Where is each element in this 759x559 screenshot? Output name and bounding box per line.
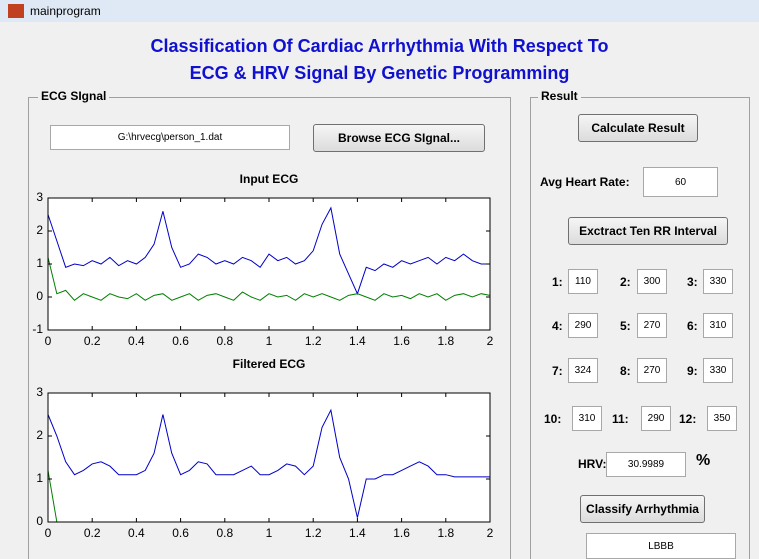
title-bar: mainprogram (0, 0, 759, 22)
interval-label: 9: (687, 364, 698, 378)
interval-label: 3: (687, 275, 698, 289)
interval-field[interactable]: 310 (572, 406, 602, 431)
interval-field[interactable]: 270 (637, 358, 667, 383)
interval-label: 12: (679, 412, 697, 426)
panel-title: ECG SIgnal (38, 89, 110, 103)
hrv-field[interactable]: 30.9989 (606, 452, 686, 477)
interval-label: 6: (687, 319, 698, 333)
interval-label: 2: (620, 275, 631, 289)
panel-title: Result (538, 89, 581, 103)
interval-label: 7: (552, 364, 563, 378)
interval-label: 8: (620, 364, 631, 378)
interval-field[interactable]: 270 (637, 313, 667, 338)
interval-label: 4: (552, 319, 563, 333)
interval-field[interactable]: 330 (703, 269, 733, 294)
interval-field[interactable]: 110 (568, 269, 598, 294)
interval-field[interactable]: 310 (703, 313, 733, 338)
file-path-field[interactable]: G:\hrvecg\person_1.dat (50, 125, 290, 150)
interval-label: 11: (612, 412, 629, 426)
ecg-panel (28, 97, 511, 559)
heart-rate-field[interactable]: 60 (643, 167, 718, 197)
interval-label: 1: (552, 275, 563, 289)
label: Avg Heart Rate: (540, 175, 630, 189)
heading: ECG & HRV Signal By Genetic Programming (189, 63, 570, 83)
interval-field[interactable]: 330 (703, 358, 733, 383)
unit: % (696, 452, 711, 469)
calculate-button[interactable]: Calculate Result (578, 114, 698, 142)
interval-field[interactable]: 350 (707, 406, 737, 431)
label: HRV: (578, 457, 607, 471)
interval-field[interactable]: 300 (637, 269, 667, 294)
interval-label: 5: (620, 319, 631, 333)
interval-label: 10: (544, 412, 562, 426)
heading: Classification Of Cardiac Arrhythmia Wit… (150, 36, 609, 56)
result-panel (530, 97, 750, 559)
extract-button[interactable]: Exctract Ten RR Interval (568, 217, 728, 245)
classify-button[interactable]: Classify Arrhythmia (580, 495, 705, 523)
classification-field[interactable]: LBBB (586, 533, 736, 559)
interval-field[interactable]: 290 (641, 406, 671, 431)
interval-field[interactable]: 290 (568, 313, 598, 338)
browse-button[interactable]: Browse ECG SIgnal... (313, 124, 485, 152)
app-icon (8, 4, 24, 18)
window-title: mainprogram (30, 4, 101, 18)
interval-field[interactable]: 324 (568, 358, 598, 383)
